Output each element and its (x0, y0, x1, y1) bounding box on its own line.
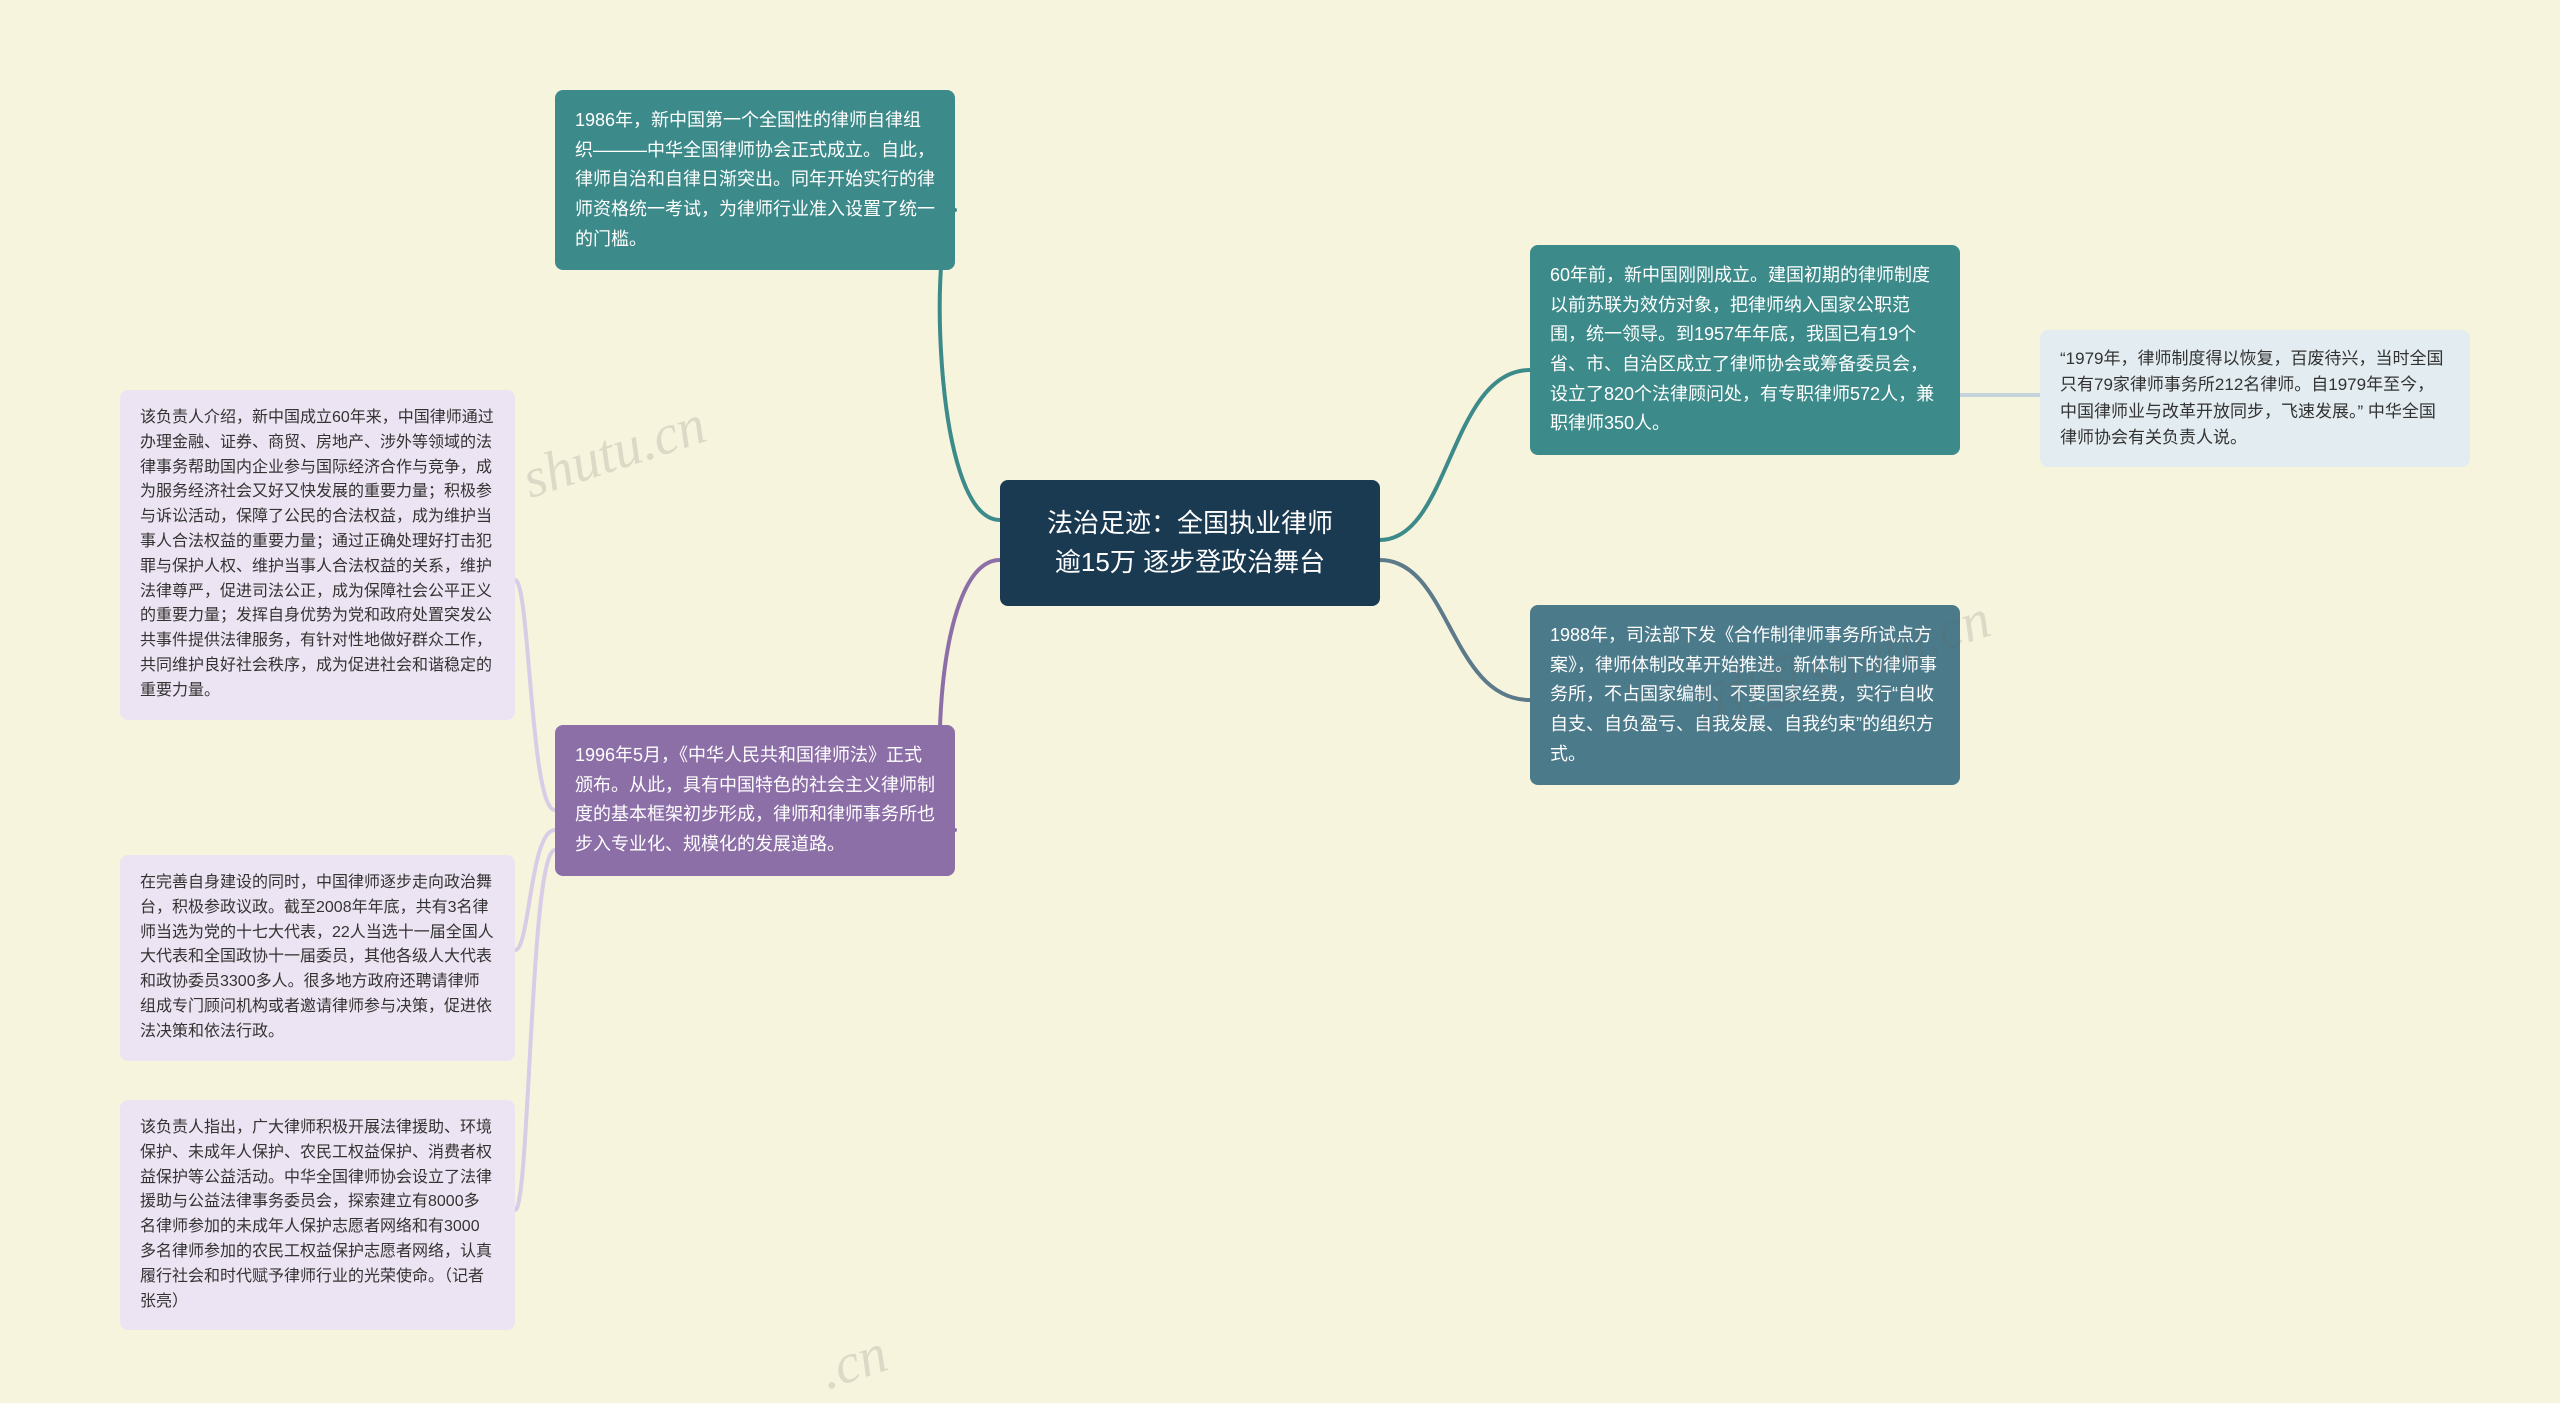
node-right1-child: “1979年，律师制度得以恢复，百废待兴，当时全国只有79家律师事务所212名律… (2040, 330, 2470, 467)
node-left2-c2: 在完善自身建设的同时，中国律师逐步走向政治舞台，积极参政议政。截至2008年年底… (120, 855, 515, 1061)
node-right2: 1988年，司法部下发《合作制律师事务所试点方案》，律师体制改革开始推进。新体制… (1530, 605, 1960, 785)
node-left2-c3: 该负责人指出，广大律师积极开展法律援助、环境保护、未成年人保护、农民工权益保护、… (120, 1100, 515, 1330)
watermark: shutu.cn (515, 392, 714, 511)
node-left1: 1986年，新中国第一个全国性的律师自律组织———中华全国律师协会正式成立。自此… (555, 90, 955, 270)
watermark: .cn (812, 1321, 895, 1403)
center-line2: 逾15万 逐步登政治舞台 (1028, 543, 1352, 582)
node-right1: 60年前，新中国刚刚成立。建国初期的律师制度以前苏联为效仿对象，把律师纳入国家公… (1530, 245, 1960, 455)
center-node: 法治足迹：全国执业律师 逾15万 逐步登政治舞台 (1000, 480, 1380, 606)
node-left2: 1996年5月，《中华人民共和国律师法》正式颁布。从此，具有中国特色的社会主义律… (555, 725, 955, 876)
node-left2-c1: 该负责人介绍，新中国成立60年来，中国律师通过办理金融、证券、商贸、房地产、涉外… (120, 390, 515, 720)
center-line1: 法治足迹：全国执业律师 (1028, 504, 1352, 543)
